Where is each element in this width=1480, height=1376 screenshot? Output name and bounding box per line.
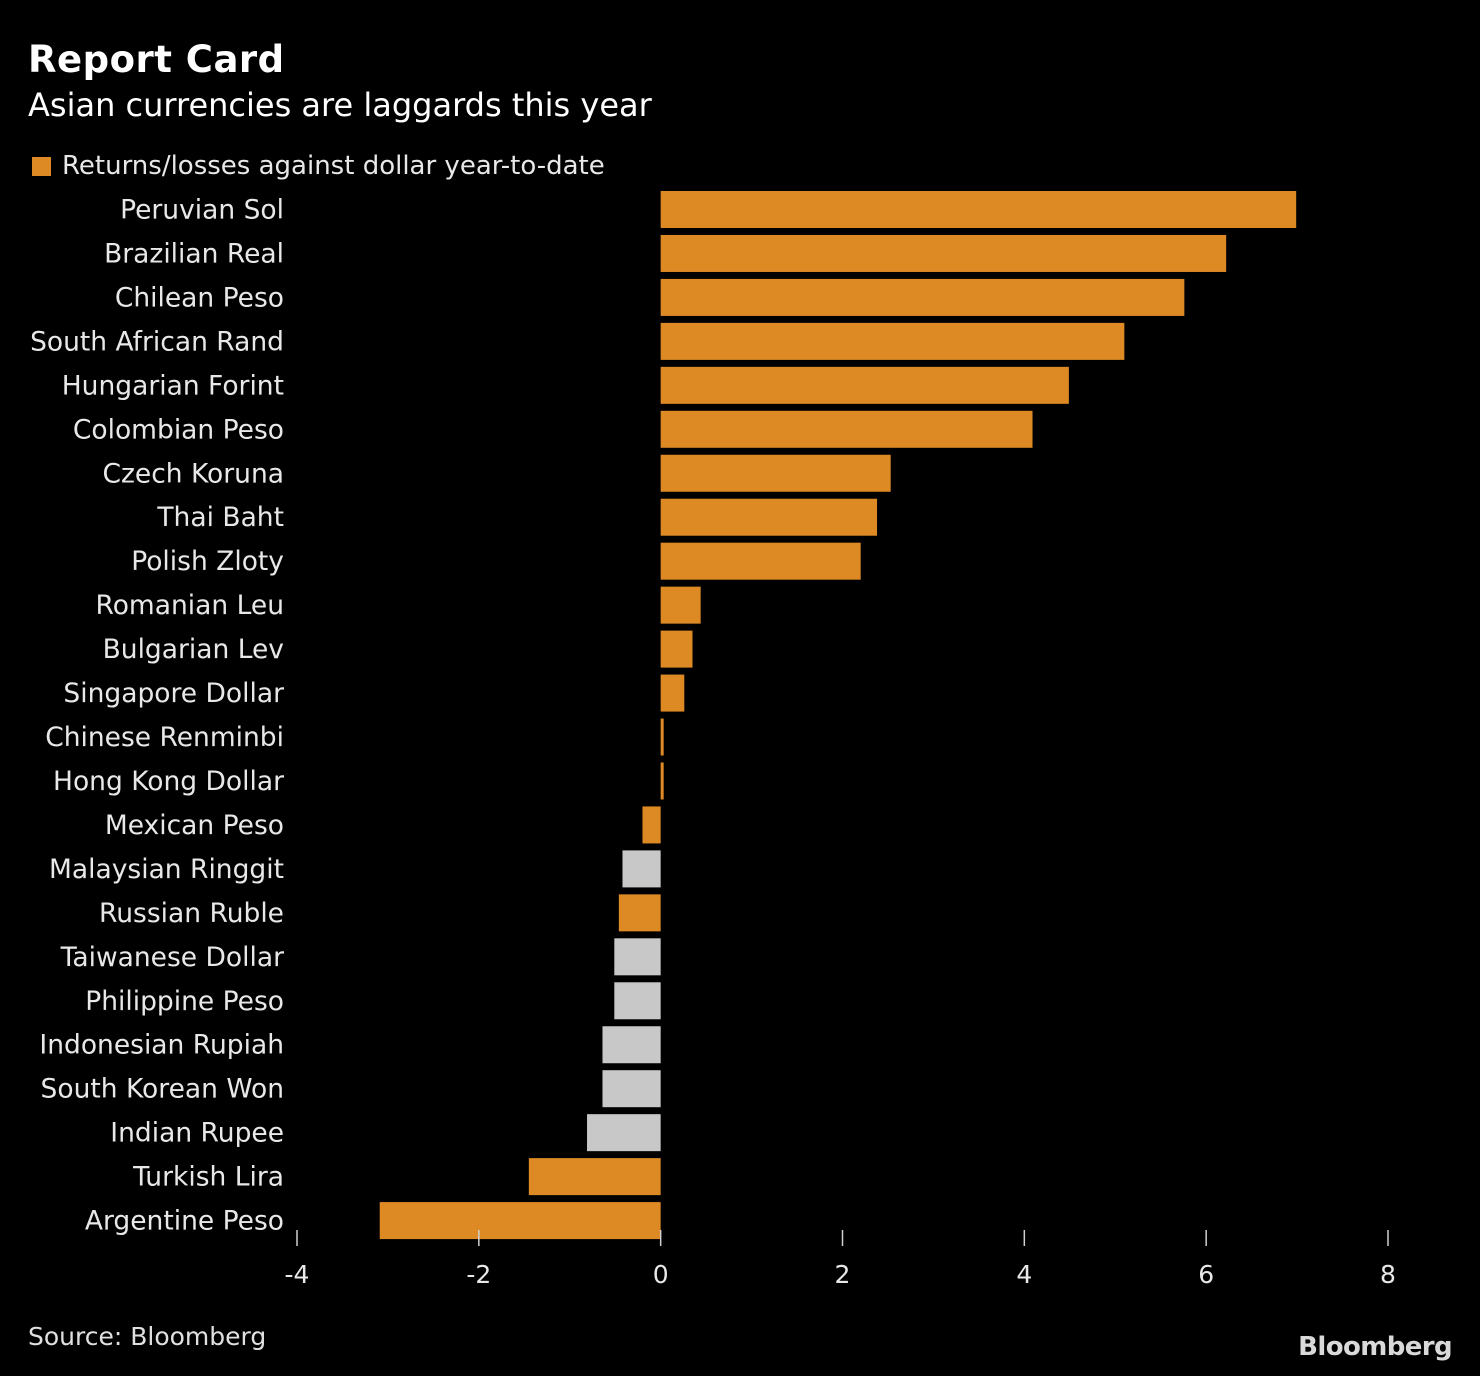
category-label: Peruvian Sol [120, 195, 284, 226]
bar-bulgarian-lev [660, 630, 693, 668]
bar-hong-kong-dollar [660, 762, 664, 800]
chart-title: Report Card [28, 38, 285, 81]
x-tick-label: 0 [653, 1260, 669, 1289]
bar-colombian-peso [660, 410, 1033, 448]
x-tick-label: -4 [285, 1260, 310, 1289]
bar-brazilian-real [660, 234, 1227, 272]
bar-philippine-peso [614, 982, 661, 1020]
chart-subtitle: Asian currencies are laggards this year [28, 86, 652, 124]
x-tick-label: 6 [1198, 1260, 1214, 1289]
category-label: Hong Kong Dollar [53, 766, 284, 797]
category-label: Polish Zloty [131, 546, 284, 577]
category-label: Hungarian Forint [62, 370, 284, 401]
category-label: Philippine Peso [85, 986, 284, 1017]
category-label: Czech Koruna [102, 458, 284, 489]
bar-czech-koruna [660, 454, 891, 492]
bars-group [379, 191, 1297, 1240]
category-label: Taiwanese Dollar [60, 942, 285, 973]
bar-romanian-leu [660, 586, 701, 624]
category-label: Russian Ruble [99, 898, 284, 929]
category-label: Turkish Lira [132, 1162, 284, 1193]
bar-mexican-peso [642, 806, 661, 844]
category-label: Bulgarian Lev [103, 634, 284, 665]
category-label: Colombian Peso [73, 414, 284, 445]
source-note: Source: Bloomberg [28, 1322, 267, 1351]
category-label: Thai Baht [156, 502, 284, 533]
bar-indonesian-rupiah [602, 1026, 661, 1064]
bar-chilean-peso [660, 278, 1185, 316]
bloomberg-logo: Bloomberg [1298, 1332, 1452, 1362]
category-label: South Korean Won [41, 1074, 284, 1105]
bar-taiwanese-dollar [614, 938, 661, 976]
bar-singapore-dollar [660, 674, 685, 712]
x-axis: -4 -2 0 2 4 6 8 [285, 1230, 1396, 1289]
category-label: Romanian Leu [95, 590, 284, 621]
category-label: Malaysian Ringgit [49, 854, 284, 885]
bar-peruvian-sol [660, 191, 1297, 228]
category-label: Singapore Dollar [63, 678, 284, 709]
bar-indian-rupee [587, 1114, 661, 1152]
category-label: Indian Rupee [110, 1118, 284, 1149]
category-labels: Peruvian Sol Brazilian Real Chilean Peso So… [30, 195, 284, 1237]
bar-argentine-peso [379, 1202, 661, 1240]
legend: Returns/losses against dollar year-to-da… [32, 151, 605, 181]
category-label: Argentine Peso [85, 1206, 284, 1237]
category-label: Mexican Peso [105, 810, 284, 841]
category-label: Indonesian Rupiah [39, 1030, 284, 1061]
x-tick-label: 8 [1380, 1260, 1396, 1289]
bar-thai-baht [660, 498, 878, 536]
bar-malaysian-ringgit [622, 850, 661, 888]
category-label: Brazilian Real [104, 238, 284, 269]
bar-turkish-lira [528, 1158, 661, 1196]
category-label: South African Rand [30, 326, 284, 357]
category-label: Chilean Peso [115, 282, 284, 313]
x-tick-label: 2 [835, 1260, 851, 1289]
bar-chinese-renminbi [660, 718, 664, 756]
bar-hungarian-forint [660, 366, 1069, 404]
bar-russian-ruble [618, 894, 661, 932]
legend-swatch [32, 156, 51, 176]
category-label: Chinese Renminbi [45, 722, 284, 753]
legend-label: Returns/losses against dollar year-to-da… [62, 151, 605, 181]
x-tick-label: 4 [1016, 1260, 1032, 1289]
bar-polish-zloty [660, 542, 861, 580]
bar-south-korean-won [602, 1070, 661, 1108]
bar-south-african-rand [660, 322, 1125, 360]
x-tick-label: -2 [466, 1260, 491, 1289]
